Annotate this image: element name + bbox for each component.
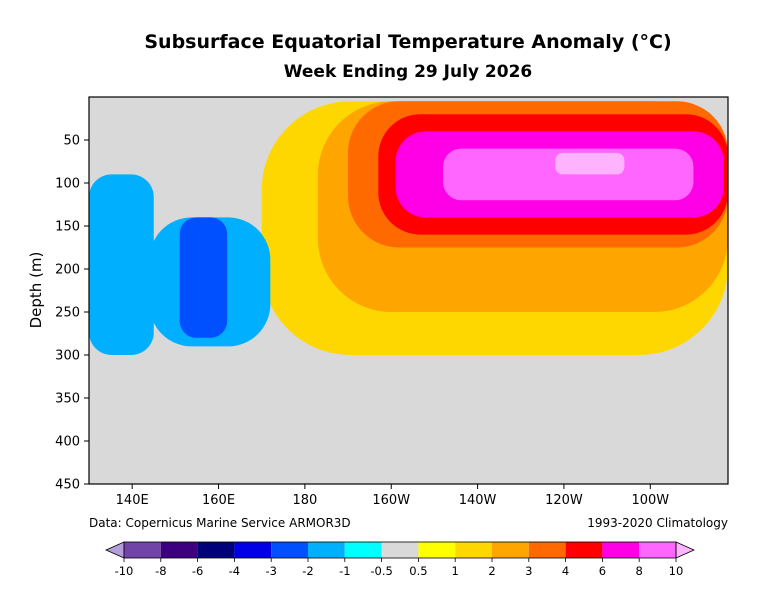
chart-subtitle: Week Ending 29 July 2026 — [284, 62, 532, 82]
colorbar-segment — [602, 542, 640, 558]
colorbar-tick-label: 4 — [562, 564, 569, 578]
colorbar-segment — [308, 542, 345, 558]
y-tick-label: 200 — [55, 263, 80, 278]
x-tick-label: 100W — [631, 493, 669, 508]
x-tick-label: 140E — [116, 493, 149, 508]
colorbar-tick-label: 1 — [452, 564, 459, 578]
colorbar-extend-high — [675, 541, 695, 559]
y-tick-label: 150 — [55, 220, 80, 235]
colorbar-tick-label: -0.5 — [370, 564, 392, 578]
anomaly-region — [443, 148, 694, 201]
anomaly-region — [89, 174, 154, 355]
colorbar-extend-low — [105, 541, 125, 559]
colorbar-segment — [271, 542, 308, 558]
colorbar-segment — [418, 542, 456, 558]
colorbar: -10 -8 -6 -4 -3 -2 -1 -0.5 0.5 1 2 3 4 6 8 10 — [105, 541, 695, 578]
y-tick-label: 50 — [63, 134, 80, 149]
plot-frame — [88, 96, 729, 485]
colorbar-tick-label: -6 — [192, 564, 203, 578]
x-axis: 140E 160E 180 160W 140W 120W 100W — [116, 484, 669, 508]
y-axis: 50 100 150 200 250 300 350 400 450 — [55, 134, 89, 493]
y-axis-label: Depth (m) — [27, 252, 45, 329]
colorbar-segment — [639, 542, 676, 558]
y-tick-label: 450 — [55, 478, 80, 493]
y-tick-label: 300 — [55, 349, 80, 364]
colorbar-segment — [124, 542, 161, 558]
x-tick-label: 160E — [202, 493, 235, 508]
colorbar-tick-label: -8 — [155, 564, 166, 578]
colorbar-tick-label: -3 — [265, 564, 276, 578]
anomaly-region — [179, 217, 228, 338]
colorbar-tick-label: 0.5 — [409, 564, 427, 578]
colorbar-tick-label: 6 — [599, 564, 606, 578]
colorbar-tick-label: -10 — [115, 564, 134, 578]
chart-title: Subsurface Equatorial Temperature Anomal… — [144, 31, 671, 53]
y-tick-label: 350 — [55, 392, 80, 407]
x-tick-label: 180 — [292, 493, 317, 508]
climatology-note: 1993-2020 Climatology — [587, 516, 728, 530]
colorbar-segment — [234, 542, 272, 558]
colorbar-tick-label: 3 — [525, 564, 532, 578]
y-tick-label: 100 — [55, 177, 80, 192]
colorbar-segment — [528, 542, 566, 558]
colorbar-tick-label: 10 — [669, 564, 684, 578]
colorbar-tick-label: -2 — [302, 564, 313, 578]
colorbar-segment — [344, 542, 382, 558]
colorbar-segment — [455, 542, 492, 558]
x-tick-label: 120W — [545, 493, 583, 508]
x-tick-label: 160W — [372, 493, 410, 508]
y-tick-label: 250 — [55, 306, 80, 321]
colorbar-tick-label: 2 — [488, 564, 495, 578]
x-tick-label: 140W — [459, 493, 497, 508]
colorbar-segment — [492, 542, 529, 558]
colorbar-segment — [565, 542, 603, 558]
anomaly-region — [555, 152, 625, 175]
colorbar-tick-label: -4 — [229, 564, 240, 578]
source-note: Data: Copernicus Marine Service ARMOR3D — [89, 516, 351, 530]
colorbar-tick-label: 8 — [636, 564, 643, 578]
colorbar-frame — [123, 541, 677, 559]
colorbar-segment — [381, 542, 419, 558]
colorbar-segment — [197, 542, 235, 558]
colorbar-segment — [160, 542, 198, 558]
y-tick-label: 400 — [55, 435, 80, 450]
anomaly-field — [89, 101, 728, 355]
colorbar-tick-label: -1 — [339, 564, 350, 578]
